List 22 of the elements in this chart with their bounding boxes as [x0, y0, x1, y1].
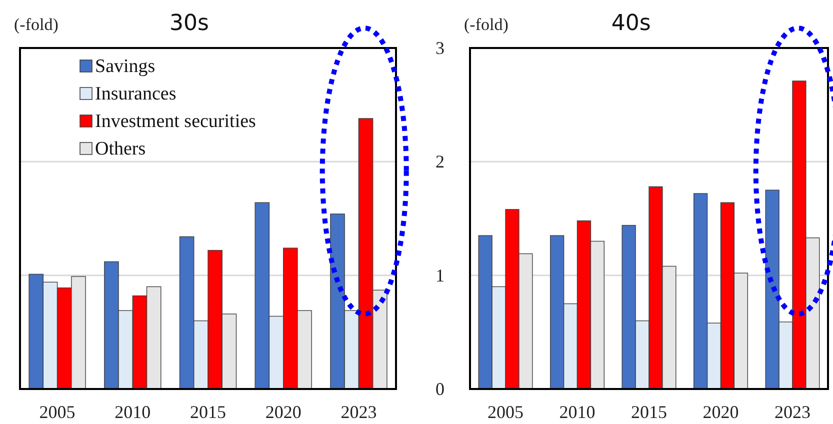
x-tick-label: 2005 [488, 402, 524, 422]
x-tick-label: 2010 [559, 402, 596, 422]
x-tick-label: 2015 [190, 402, 226, 422]
x-tick-label: 2020 [702, 402, 739, 422]
legend-label: Insurances [95, 84, 176, 104]
x-tick-label: 2020 [265, 402, 302, 422]
legend-label: Others [95, 138, 146, 160]
chart-title: 40s [611, 11, 651, 36]
y-tick-label: 1 [436, 265, 444, 286]
y-tick-label: 3 [436, 38, 444, 58]
legend-label: Savings [95, 56, 156, 77]
text: (-fold) [464, 15, 508, 34]
y-tick-label: 0 [436, 379, 444, 399]
text: (-fold) [14, 15, 58, 34]
x-tick-label: 2015 [631, 402, 667, 422]
x-tick-label: 2010 [114, 402, 151, 422]
x-tick-label: 2023 [340, 402, 377, 422]
y-tick-label: 2 [436, 152, 444, 172]
x-tick-label: 2005 [39, 402, 76, 422]
chart-title: 30s [169, 11, 209, 36]
x-tick-label: 2023 [774, 402, 810, 422]
legend-label: Investment securities [95, 111, 256, 132]
